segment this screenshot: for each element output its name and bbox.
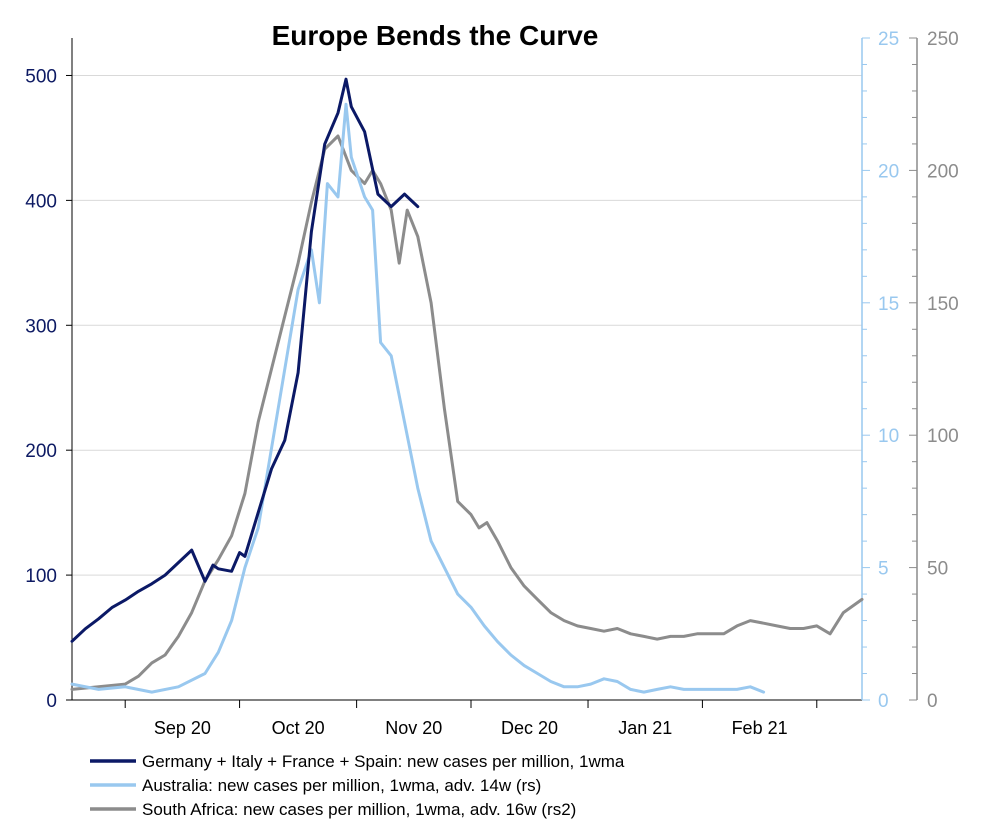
left-tick-label-400: 400 [25,191,57,212]
right2-tick-label-250: 250 [927,29,959,50]
legend-label-australia: Australia: new cases per million, 1wma, … [142,776,541,795]
left-tick-label-500: 500 [25,66,57,87]
chart-title: Europe Bends the Curve [272,20,599,51]
legend-label-south-africa: South Africa: new cases per million, 1wm… [142,800,576,819]
right-tick-label-20: 20 [878,161,899,182]
x-tick-label-2: Nov 20 [385,718,442,738]
x-tick-label-5: Feb 21 [732,718,788,738]
left-tick-label-0: 0 [46,691,57,712]
left-tick-label-200: 200 [25,441,57,462]
right-tick-label-10: 10 [878,426,899,447]
x-tick-label-4: Jan 21 [618,718,672,738]
series-lines [70,77,864,694]
right2-tick-label-200: 200 [927,161,959,182]
legend-label-europe: Germany + Italy + France + Spain: new ca… [142,752,625,771]
right-tick-label-0: 0 [878,691,889,712]
legend: Germany + Italy + France + Spain: new ca… [90,752,625,819]
right-tick-label-15: 15 [878,294,899,315]
right-tick-label-5: 5 [878,559,889,580]
gridlines [72,74,862,576]
x-tick-label-1: Oct 20 [272,718,325,738]
left-tick-label-100: 100 [25,566,57,587]
series-line-south-africa [70,134,864,691]
left-tick-label-300: 300 [25,316,57,337]
x-tick-label-3: Dec 20 [501,718,558,738]
right2-tick-label-150: 150 [927,294,959,315]
right-tick-label-25: 25 [878,29,899,50]
right2-tick-label-0: 0 [927,691,938,712]
right2-tick-label-100: 100 [927,426,959,447]
series-line-europe [70,77,420,643]
series-line-australia [70,102,766,694]
x-tick-label-0: Sep 20 [154,718,211,738]
right2-tick-label-50: 50 [927,559,948,580]
